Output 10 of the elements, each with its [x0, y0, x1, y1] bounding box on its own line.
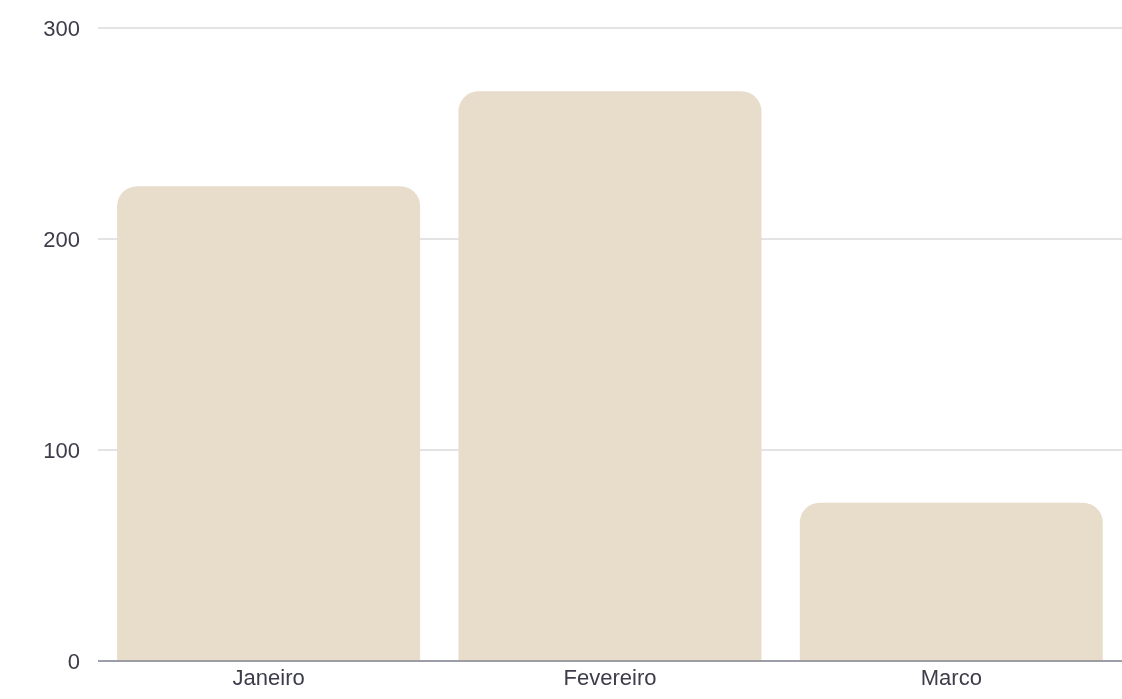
y-tick-label: 200	[43, 226, 80, 252]
y-tick-label: 100	[43, 437, 80, 463]
bar	[117, 186, 421, 661]
x-tick-label: Marco	[920, 664, 982, 690]
x-tick-label: Fevereiro	[563, 664, 657, 690]
bar	[799, 502, 1103, 661]
y-tick-label: 0	[67, 648, 80, 674]
bar	[458, 91, 762, 661]
y-tick-label: 300	[43, 15, 80, 41]
x-tick-label: Janeiro	[232, 664, 305, 690]
